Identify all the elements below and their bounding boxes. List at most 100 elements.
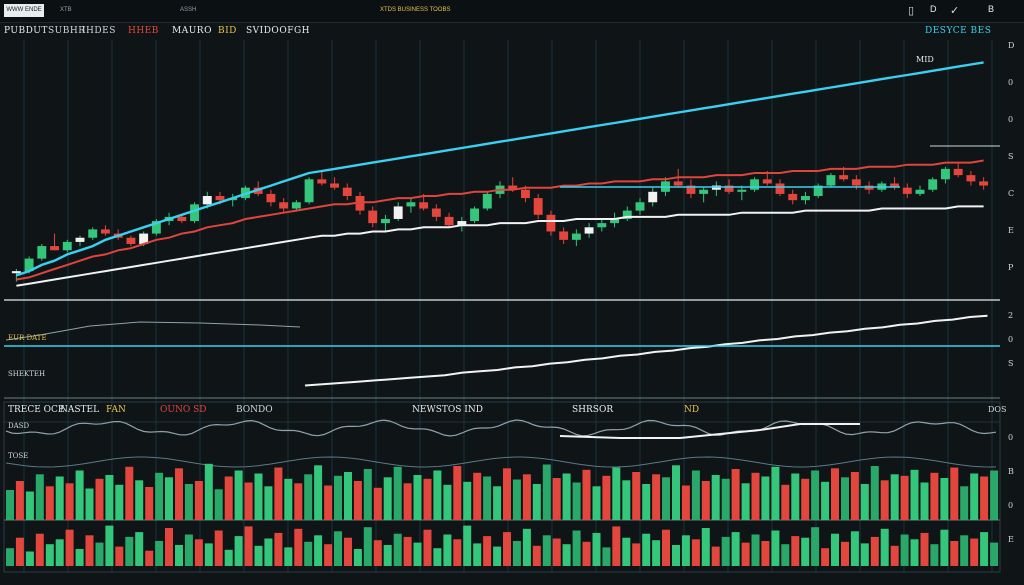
volume-bar — [562, 473, 571, 520]
candle-body — [648, 191, 658, 203]
volume-bar — [224, 549, 233, 566]
candle-body — [406, 202, 416, 207]
volume-bar — [572, 482, 581, 520]
toolbar-label[interactable]: D — [930, 4, 937, 14]
axis-label: E — [1008, 226, 1014, 235]
volume-bar — [930, 544, 939, 566]
volume-bar — [344, 472, 352, 520]
volume-bar — [244, 526, 253, 566]
symbol-badge[interactable]: WWW ENDE BN — [4, 4, 44, 26]
candle-body — [737, 189, 747, 192]
volume-bar — [821, 481, 830, 521]
volume-bar — [463, 525, 472, 566]
check-icon[interactable]: ✓ — [950, 5, 960, 17]
candle-body — [521, 189, 530, 199]
axis-label: E — [1008, 535, 1014, 544]
volume-bar — [860, 543, 869, 566]
volume-bar — [910, 469, 919, 521]
volume-bar — [612, 467, 621, 520]
volume-bar — [55, 476, 64, 520]
volume-bar — [264, 486, 273, 521]
volume-bar — [681, 485, 690, 520]
volume-bar — [751, 534, 760, 566]
volume-bar — [841, 541, 849, 566]
candle-body — [788, 193, 798, 201]
phone-icon[interactable]: ▯ — [908, 5, 915, 17]
volume-bar — [741, 483, 750, 521]
volume-bar — [920, 482, 929, 520]
toolbar-label[interactable]: B — [988, 4, 995, 14]
volume-bar — [95, 478, 104, 521]
volume-bar — [95, 542, 104, 566]
candle-body — [597, 223, 607, 228]
candle-body — [508, 185, 518, 190]
volume-bar — [612, 526, 621, 566]
axis-label: B — [1008, 467, 1014, 476]
volume-bar — [403, 536, 412, 566]
candle-body — [533, 198, 543, 215]
volume-bar — [453, 539, 462, 566]
candle-body — [431, 208, 441, 217]
volume-bar — [65, 483, 74, 521]
volume-bar — [831, 468, 839, 521]
volume-bar — [900, 534, 909, 566]
indicator-label: HHEB — [128, 26, 159, 36]
volume-bar — [344, 537, 352, 566]
volume-bar — [334, 475, 342, 521]
toolbar-text[interactable]: ASSH — [180, 7, 197, 13]
volume-bar — [284, 547, 293, 566]
candle-body — [317, 179, 327, 184]
volume-bar — [681, 535, 690, 566]
volume-bar — [771, 466, 780, 521]
volume-bar — [622, 537, 631, 566]
volume-bar — [453, 466, 462, 520]
candle-body — [37, 246, 47, 259]
volume-bar — [194, 539, 203, 566]
volume-bar — [662, 529, 670, 566]
axis-label: C — [1008, 189, 1014, 198]
volume-bar — [175, 545, 183, 566]
volume-bar — [761, 541, 770, 566]
volume-bar — [910, 539, 919, 566]
axis-label: P — [1008, 263, 1014, 272]
volume-bar — [334, 531, 342, 566]
axis-label: 0 — [1008, 335, 1013, 344]
volume-bar — [6, 490, 14, 520]
volume-bar — [831, 533, 839, 566]
volume-bar — [105, 525, 114, 566]
volume-bar — [304, 541, 313, 566]
candle-body — [444, 216, 454, 226]
volume-bar — [890, 545, 899, 566]
volume-bar — [811, 470, 820, 520]
oscillator-line — [5, 419, 997, 437]
toolbar-text[interactable]: XTB — [60, 7, 72, 13]
axis-label: D — [1008, 41, 1014, 50]
volume-bar — [920, 532, 929, 566]
indicator-label: SHRSOR — [572, 405, 613, 415]
candle-body — [673, 181, 683, 186]
volume-bar — [65, 529, 74, 566]
volume-bar — [850, 472, 859, 520]
candle-body — [381, 218, 390, 224]
candle-body — [88, 229, 98, 238]
volume-bar — [503, 468, 511, 521]
candle-body — [686, 185, 696, 194]
candle-body — [215, 196, 225, 201]
volume-bar — [145, 550, 154, 566]
candle-body — [559, 231, 569, 240]
volume-bar — [721, 536, 730, 566]
volume-bar — [811, 527, 820, 566]
volume-bar — [105, 475, 114, 520]
volume-bar — [353, 549, 362, 566]
volume-bar — [821, 548, 830, 566]
candle-body — [101, 229, 110, 234]
volume-bar — [642, 484, 651, 520]
volume-bar — [870, 536, 879, 566]
volume-bar — [860, 484, 869, 520]
volume-bar — [155, 472, 164, 521]
volume-bar — [224, 476, 233, 520]
indicator-label: OUNO SD — [160, 405, 206, 415]
volume-bar — [35, 533, 44, 566]
indicator-label: SUBHR — [48, 26, 86, 36]
